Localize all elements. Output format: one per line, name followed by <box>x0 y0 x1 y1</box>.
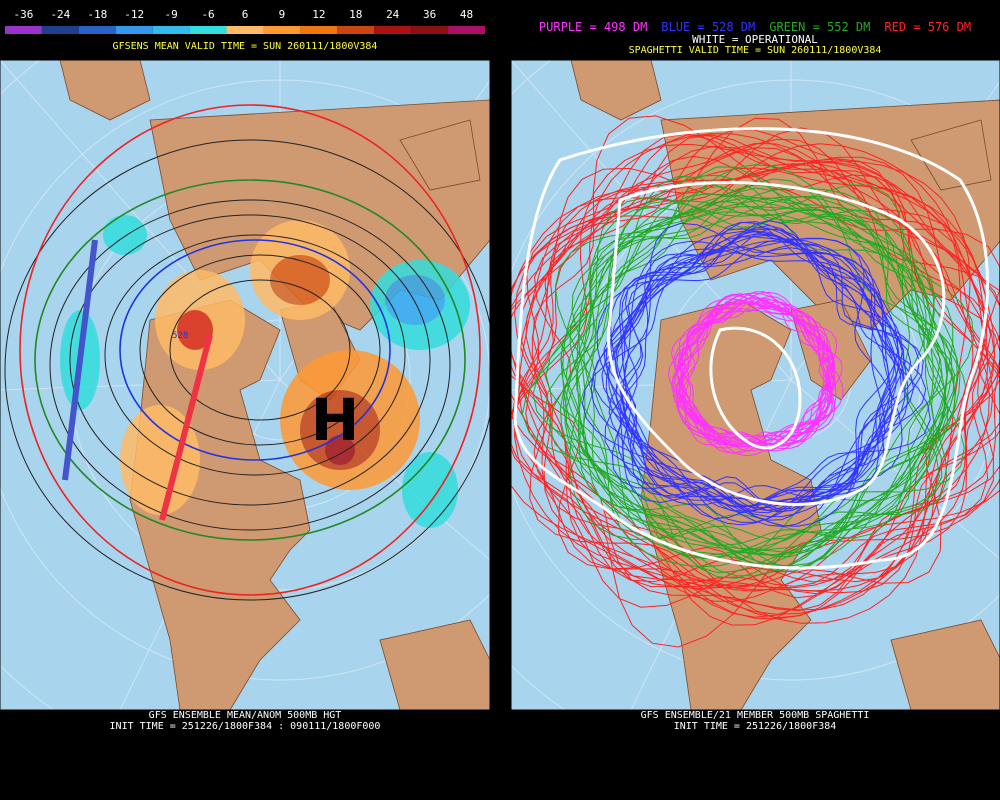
member-contour <box>605 240 891 512</box>
legend-entry: RED = 576 DM <box>884 20 971 34</box>
legend-entry: PURPLE = 498 DM <box>539 20 647 34</box>
mean-anomaly-map: H 528 <box>0 60 490 710</box>
member-contour <box>571 200 954 557</box>
member-contour <box>590 237 886 518</box>
member-contour <box>619 221 924 510</box>
left-footer: INIT TIME = 251226/1800F384 : 090111/180… <box>110 721 381 732</box>
colorbar-label: 48 <box>460 8 473 21</box>
member-contour <box>608 228 912 513</box>
member-contour <box>511 129 1000 599</box>
right-frame <box>510 59 1000 711</box>
member-contour <box>569 200 949 574</box>
colorbar-swatch <box>337 26 375 34</box>
member-contour <box>511 134 992 595</box>
high-pressure-label: H <box>311 386 360 454</box>
member-contour <box>511 160 971 615</box>
colorbar-label: 6 <box>242 8 249 21</box>
member-contour <box>677 290 836 445</box>
colorbar-swatch <box>152 26 190 34</box>
colorbar-label: -6 <box>201 8 214 21</box>
colorbar-swatch <box>300 26 338 34</box>
operational-contours <box>513 127 989 570</box>
colorbar-swatch <box>115 26 153 34</box>
member-contour <box>511 143 974 624</box>
member-contour <box>560 178 947 546</box>
colorbar-swatch <box>226 26 264 34</box>
colorbar-label: -24 <box>50 8 70 21</box>
spaghetti-contours <box>511 115 1000 648</box>
member-contour <box>514 133 1000 589</box>
member-contour <box>532 115 1000 648</box>
left-frame <box>0 59 491 711</box>
colorbar-swatch <box>78 26 116 34</box>
colorbar-swatch <box>41 26 79 34</box>
legend-entry: GREEN = 552 DM <box>769 20 870 34</box>
member-contour <box>514 142 1000 592</box>
member-contour <box>545 187 943 565</box>
spaghetti-map <box>511 60 1000 710</box>
spaghetti-legend: PURPLE = 498 DM BLUE = 528 DM GREEN = 552 … <box>539 20 971 34</box>
member-contour <box>532 185 940 556</box>
left-footer: GFS ENSEMBLE MEAN/ANOM 500MB HGT <box>149 710 342 721</box>
contour-label: 528 <box>172 331 188 341</box>
height-contours <box>4 104 490 601</box>
colorbar-label: 18 <box>349 8 362 21</box>
colorbar-label: 9 <box>279 8 286 21</box>
ridge-axis <box>159 334 213 521</box>
colorbar: -36 -24 -18 -12 -9 -6 6 9 12 18 24 36 48 <box>5 8 485 34</box>
member-contour <box>621 240 906 526</box>
right-title: SPAGHETTI VALID TIME = SUN 260111/1800V3… <box>629 45 882 56</box>
colorbar-label: 12 <box>312 8 325 21</box>
member-contour <box>605 248 893 523</box>
colorbar-swatch <box>189 26 227 34</box>
member-contour <box>596 238 899 527</box>
member-contour <box>518 167 996 618</box>
member-contour <box>672 302 832 452</box>
colorbar-label: -36 <box>14 8 34 21</box>
member-contour <box>559 187 956 573</box>
member-contour <box>616 224 915 508</box>
colorbar-swatch <box>374 26 412 34</box>
colorbar-label: -18 <box>87 8 107 21</box>
member-contour <box>564 196 946 556</box>
colorbar-label: -12 <box>124 8 144 21</box>
colorbar-swatch <box>5 26 42 34</box>
legend-entry: BLUE = 528 DM <box>661 20 755 34</box>
colorbar-label: 24 <box>386 8 400 21</box>
member-contour <box>680 299 834 446</box>
operational-note: WHITE = OPERATIONAL <box>692 33 818 46</box>
member-contour <box>674 297 836 452</box>
member-contour <box>565 194 953 558</box>
member-contour <box>531 162 1000 626</box>
member-contour <box>678 291 835 447</box>
member-contour <box>511 117 1000 588</box>
member-contour <box>560 193 935 559</box>
trough-axis <box>62 239 98 481</box>
colorbar-swatch <box>448 26 485 34</box>
right-footer: INIT TIME = 251226/1800F384 <box>674 721 837 732</box>
member-contour <box>681 293 843 446</box>
colorbar-label: 36 <box>423 8 436 21</box>
member-contour <box>578 206 956 577</box>
member-contour <box>676 295 831 454</box>
right-footer: GFS ENSEMBLE/21 MEMBER 500MB SPAGHETTI <box>641 710 870 721</box>
member-contour <box>525 155 1000 612</box>
member-contour <box>511 143 1000 592</box>
left-title: GFSENS MEAN VALID TIME = SUN 260111/1800… <box>113 41 378 52</box>
member-contour <box>583 196 968 579</box>
colorbar-swatch <box>263 26 301 34</box>
colorbar-label: -9 <box>165 8 178 21</box>
colorbar-swatch <box>411 26 449 34</box>
